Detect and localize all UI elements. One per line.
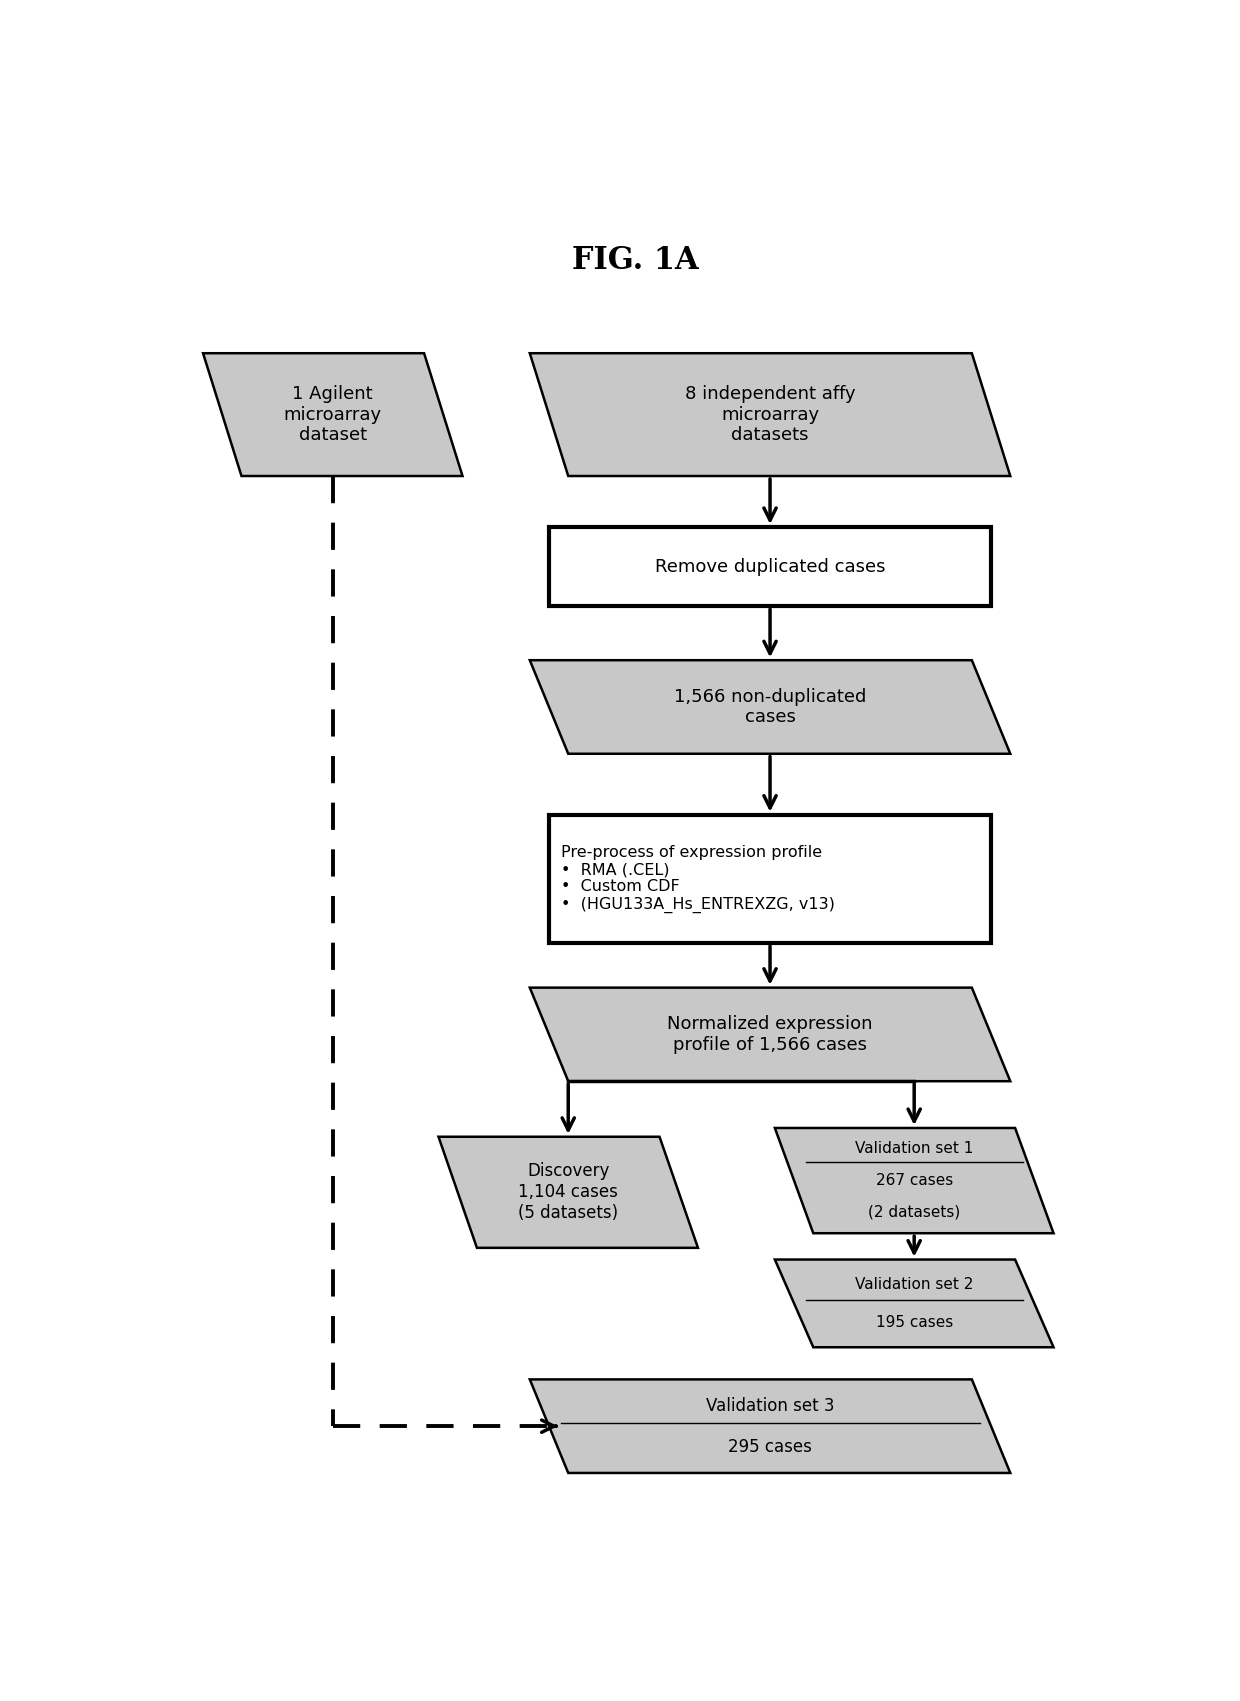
Text: Remove duplicated cases: Remove duplicated cases [655,558,885,575]
Polygon shape [203,354,463,476]
Text: Validation set 3: Validation set 3 [706,1397,835,1415]
Text: 267 cases: 267 cases [875,1174,952,1187]
Text: Pre-process of expression profile
•  RMA (.CEL)
•  Custom CDF
•  (HGU133A_Hs_ENT: Pre-process of expression profile • RMA … [560,845,835,913]
Text: 195 cases: 195 cases [875,1315,952,1330]
Text: Normalized expression
profile of 1,566 cases: Normalized expression profile of 1,566 c… [667,1015,873,1055]
Polygon shape [529,988,1011,1082]
Polygon shape [775,1259,1054,1347]
Text: FIG. 1A: FIG. 1A [572,245,699,276]
Text: 1 Agilent
microarray
dataset: 1 Agilent microarray dataset [284,384,382,444]
Polygon shape [775,1128,1054,1233]
Text: 295 cases: 295 cases [728,1437,812,1456]
Polygon shape [529,1380,1011,1473]
Polygon shape [529,660,1011,754]
Text: Discovery
1,104 cases
(5 datasets): Discovery 1,104 cases (5 datasets) [518,1162,619,1221]
Polygon shape [439,1136,698,1249]
Bar [549,815,991,942]
Bar [549,527,991,607]
Text: 1,566 non-duplicated
cases: 1,566 non-duplicated cases [673,687,867,726]
Text: Validation set 2: Validation set 2 [856,1277,973,1291]
Text: Validation set 1: Validation set 1 [856,1141,973,1157]
Polygon shape [529,354,1011,476]
Text: 8 independent affy
microarray
datasets: 8 independent affy microarray datasets [684,384,856,444]
Text: (2 datasets): (2 datasets) [868,1204,960,1220]
